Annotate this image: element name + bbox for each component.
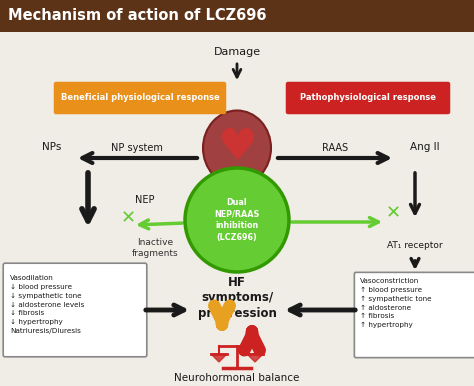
Circle shape <box>185 168 289 272</box>
Text: Inactive
fragments: Inactive fragments <box>132 238 178 258</box>
FancyBboxPatch shape <box>0 0 474 32</box>
Text: HF
symptoms/
progression: HF symptoms/ progression <box>198 276 276 320</box>
Text: ✕: ✕ <box>385 204 401 222</box>
Text: Beneficial physiological response: Beneficial physiological response <box>61 93 219 103</box>
Text: Neurohormonal balance: Neurohormonal balance <box>174 373 300 383</box>
Text: ✕: ✕ <box>120 209 136 227</box>
FancyBboxPatch shape <box>286 82 450 114</box>
Polygon shape <box>211 354 227 362</box>
Text: Pathophysiological response: Pathophysiological response <box>300 93 436 103</box>
Text: Vasoconstriction
↑ blood pressure
↑ sympathetic tone
↑ aldosterone
↑ fibrosis
↑ : Vasoconstriction ↑ blood pressure ↑ symp… <box>360 278 432 328</box>
FancyBboxPatch shape <box>355 273 474 358</box>
Text: NP system: NP system <box>111 143 163 153</box>
Text: NPs: NPs <box>42 142 62 152</box>
Text: Vasodilation
↓ blood pressure
↓ sympathetic tone
↓ aldosterone levels
↓ fibrosis: Vasodilation ↓ blood pressure ↓ sympathe… <box>10 275 84 334</box>
Text: Ang II: Ang II <box>410 142 440 152</box>
Ellipse shape <box>203 110 271 186</box>
Text: Dual
NEP/RAAS
inhibition
(LCZ696): Dual NEP/RAAS inhibition (LCZ696) <box>214 198 260 242</box>
FancyBboxPatch shape <box>3 263 147 357</box>
Text: Damage: Damage <box>213 47 261 57</box>
Text: ♥: ♥ <box>217 127 257 169</box>
Text: RAAS: RAAS <box>322 143 348 153</box>
Text: Mechanism of action of LCZ696: Mechanism of action of LCZ696 <box>8 8 266 24</box>
Polygon shape <box>247 354 263 362</box>
Text: AT₁ receptor: AT₁ receptor <box>387 240 443 249</box>
FancyBboxPatch shape <box>54 82 226 114</box>
Text: NEP: NEP <box>135 195 155 205</box>
